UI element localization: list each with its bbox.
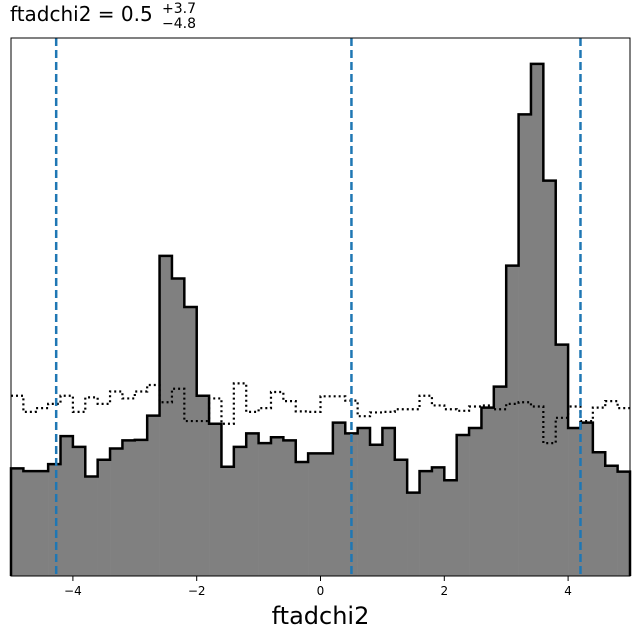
histogram-bar xyxy=(159,255,173,576)
histogram-bar xyxy=(184,307,197,576)
x-tick-label: −4 xyxy=(64,584,82,598)
histogram-bar xyxy=(394,459,408,576)
histogram-bar xyxy=(48,464,61,576)
histogram-bar xyxy=(530,63,544,577)
histogram-bar xyxy=(258,443,272,576)
histogram-bar xyxy=(456,435,470,576)
histogram-bar xyxy=(506,265,519,576)
histogram-bar xyxy=(85,476,98,576)
x-tick-label: 0 xyxy=(317,584,325,598)
title-main: ftadchi2 = 0.5 xyxy=(10,2,153,26)
histogram-bar xyxy=(97,459,111,576)
histogram-outline xyxy=(9,62,632,576)
histogram-bar xyxy=(592,452,606,576)
histogram-bar xyxy=(209,423,222,576)
histogram-bar xyxy=(196,395,210,576)
histogram-bar xyxy=(295,461,309,576)
histogram-bar xyxy=(23,471,37,576)
histogram-bar xyxy=(518,114,532,577)
histogram-bar xyxy=(444,480,457,576)
histogram-bar xyxy=(221,466,235,576)
histogram-bar xyxy=(493,386,507,576)
histogram-bar xyxy=(72,446,86,576)
histogram-bar xyxy=(60,436,74,576)
histogram-bar xyxy=(555,344,569,576)
histogram-bar xyxy=(605,465,618,576)
histogram-bar xyxy=(469,428,482,576)
x-tick-label: −2 xyxy=(188,584,206,598)
plot-area xyxy=(9,38,632,577)
histogram-bar xyxy=(580,422,594,576)
dotted-histogram-outline xyxy=(11,382,630,445)
histogram-bar xyxy=(122,440,136,576)
histogram-bar xyxy=(171,278,185,576)
histogram-bar xyxy=(481,407,495,576)
histogram-bar xyxy=(11,468,24,576)
histogram-bar xyxy=(270,437,284,576)
histogram-bar xyxy=(110,448,123,576)
x-tick-label: 2 xyxy=(440,584,448,598)
histogram-bar xyxy=(134,439,148,576)
histogram-bar xyxy=(543,180,557,576)
histogram-bar xyxy=(431,467,445,576)
histogram-bar xyxy=(35,471,49,576)
histogram-bar xyxy=(320,453,334,576)
histogram-bar xyxy=(568,428,581,576)
histogram-bar xyxy=(382,428,396,576)
histogram-bar xyxy=(246,433,259,576)
histogram-bar xyxy=(419,471,433,576)
x-axis: −4 −2 0 2 4 xyxy=(64,576,572,598)
x-tick-label: 4 xyxy=(564,584,572,598)
histogram-bar xyxy=(357,428,371,576)
x-axis-label: ftadchi2 xyxy=(272,602,370,630)
histogram-bar xyxy=(308,453,321,576)
chart-title: ftadchi2 = 0.5 xyxy=(10,2,153,26)
histogram-bar xyxy=(332,422,346,576)
histogram-bar xyxy=(233,446,247,576)
histogram-bar xyxy=(407,492,420,576)
title-uncertainty-minus: −4.8 xyxy=(162,16,196,32)
histogram-bar xyxy=(147,415,160,576)
histogram-bar xyxy=(345,433,358,576)
histogram-bar xyxy=(283,440,297,576)
histogram-bar xyxy=(617,471,631,576)
histogram-bar xyxy=(370,444,383,576)
title-uncertainty-plus: +3.7 xyxy=(162,1,196,17)
